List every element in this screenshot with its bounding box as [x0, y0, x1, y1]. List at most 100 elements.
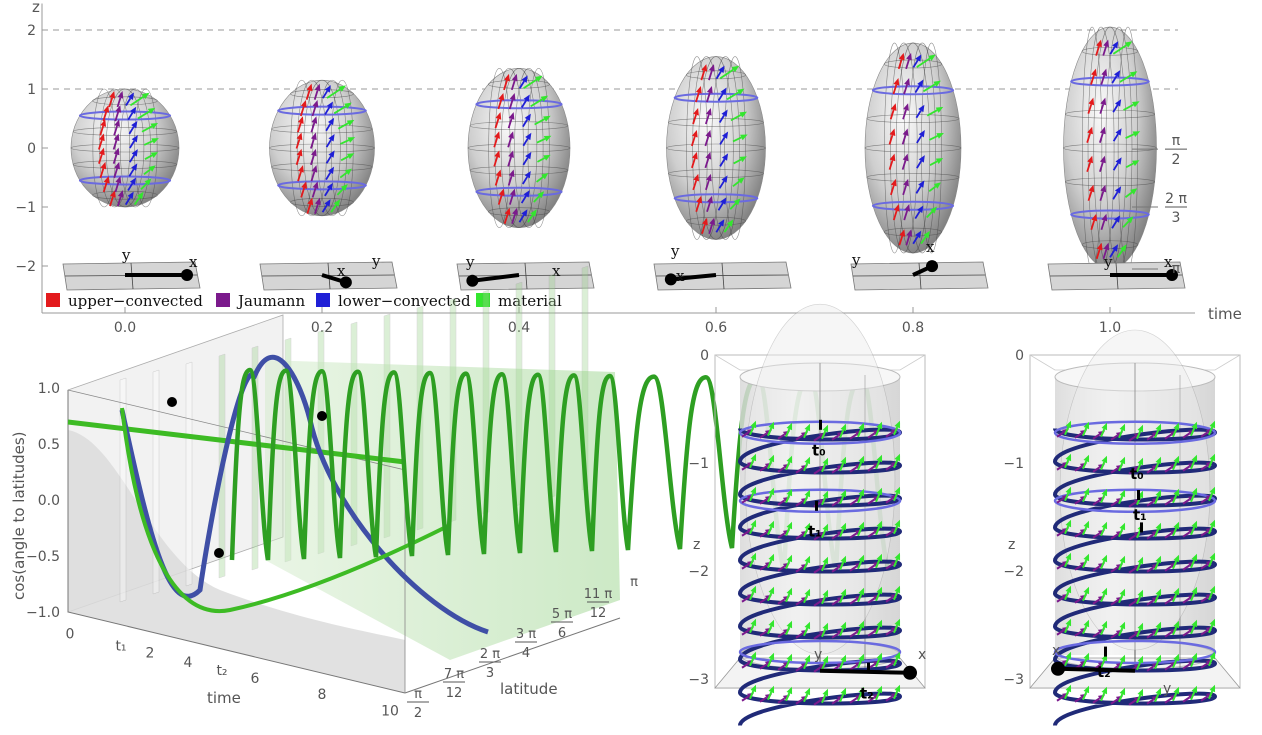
- arrow-shaft: [1064, 459, 1070, 469]
- field-arrow: [333, 102, 352, 115]
- arrow-head: [894, 453, 901, 462]
- field-arrow: [692, 107, 699, 125]
- arrow-head: [1155, 456, 1162, 465]
- x-tick-label: 0.4: [508, 320, 530, 336]
- arrow-head: [858, 521, 865, 530]
- green-arrow: [1208, 684, 1216, 700]
- triad-label: y: [670, 242, 680, 260]
- arrow-shaft: [330, 204, 337, 213]
- arrow-shaft: [777, 697, 786, 704]
- arrow-head: [1088, 97, 1095, 106]
- arrow-head: [1083, 487, 1090, 496]
- arrow-shaft: [530, 98, 543, 108]
- arrow-shaft: [902, 185, 907, 196]
- arrow-head: [858, 653, 865, 662]
- arrow-head: [918, 155, 925, 163]
- field-arrow: [336, 183, 348, 196]
- arrow-shaft: [867, 597, 876, 604]
- arrow-shaft: [705, 180, 710, 191]
- arrow-shaft: [1146, 467, 1155, 474]
- green-arrow: [1208, 585, 1216, 601]
- field-arrow: [888, 153, 896, 170]
- arrow-head: [1115, 128, 1122, 136]
- arrow-shaft: [1082, 625, 1088, 635]
- ellipsoid-body: [666, 56, 766, 240]
- field-arrow: [1122, 216, 1134, 228]
- arrow-head: [1101, 455, 1108, 464]
- arrow-head: [535, 75, 543, 82]
- floor-square: [456, 261, 595, 291]
- arrow-shaft: [767, 460, 773, 470]
- arrow-head: [508, 131, 514, 139]
- arrow-head: [504, 207, 511, 216]
- green-arrow: [1172, 653, 1180, 669]
- arrow-head: [858, 488, 865, 497]
- meridian-line: [884, 42, 905, 254]
- arrow-head: [894, 618, 901, 627]
- arrow-shaft: [777, 499, 786, 506]
- arrow-shaft: [1164, 433, 1173, 440]
- arrow-head: [115, 105, 122, 113]
- arrow-head: [740, 134, 748, 141]
- z-axis-label: z: [693, 537, 700, 553]
- arrow-shaft: [518, 80, 525, 89]
- arrow-shaft: [885, 629, 894, 636]
- arrow-shaft: [875, 460, 881, 470]
- parallel-line: [1063, 143, 1157, 153]
- arrow-head: [721, 153, 729, 161]
- arrow-shaft: [1172, 428, 1178, 438]
- arrow-head: [858, 455, 865, 464]
- arrow-shaft: [893, 426, 899, 436]
- arrow-head: [918, 129, 925, 138]
- box-edge: [67, 390, 406, 694]
- green-arrow: [821, 490, 829, 506]
- arrow-shaft: [1100, 593, 1106, 603]
- arrow-shaft: [313, 90, 319, 100]
- arrow-shaft: [1182, 663, 1191, 670]
- arrow-shaft: [813, 534, 822, 541]
- green-arrow: [1154, 687, 1162, 703]
- arrow-head: [876, 487, 883, 496]
- green-arrow: [857, 521, 865, 537]
- arrow-shaft: [893, 525, 899, 535]
- field-arrow: [715, 65, 725, 80]
- meridian-line: [514, 68, 544, 228]
- tick-label-denominator: 2: [414, 706, 422, 721]
- arrow-head: [307, 197, 314, 206]
- green-arrow: [785, 686, 793, 702]
- arrow-shaft: [1112, 104, 1119, 113]
- tick-label-numerator: π: [414, 687, 422, 702]
- arrow-shaft: [508, 99, 514, 110]
- arrow-shaft: [536, 157, 546, 163]
- arrow-shaft: [892, 84, 898, 95]
- legend-item: Jaumann: [216, 292, 305, 310]
- arrow-head: [804, 456, 811, 465]
- field-arrow: [929, 158, 944, 166]
- arrow-head: [902, 153, 909, 162]
- arrow-head: [1115, 157, 1122, 165]
- z-axis-label: z: [1008, 537, 1015, 553]
- green-arrow: [767, 421, 775, 437]
- field-arrow: [1112, 186, 1122, 200]
- arrow-head: [876, 553, 883, 562]
- field-arrow: [112, 133, 120, 150]
- arrow-shaft: [839, 693, 845, 703]
- arrow-head: [768, 421, 775, 430]
- arrow-shaft: [1200, 464, 1209, 471]
- field-arrow: [507, 150, 514, 167]
- arrow-head: [1209, 486, 1216, 495]
- arrow-head: [894, 552, 901, 561]
- x-tick-label: 8: [318, 687, 327, 703]
- arrow-head: [840, 555, 847, 564]
- green-arrow: [767, 685, 775, 701]
- parallel-line: [290, 89, 354, 99]
- parallel-line: [1081, 46, 1139, 56]
- field-arrow: [116, 91, 124, 108]
- green-arrow: [785, 455, 793, 471]
- arrow-shaft: [905, 59, 910, 70]
- field-arrow: [1090, 68, 1097, 85]
- arrow-shaft: [1087, 191, 1093, 202]
- arrow-shaft: [1128, 468, 1137, 475]
- arrow-shaft: [867, 564, 876, 571]
